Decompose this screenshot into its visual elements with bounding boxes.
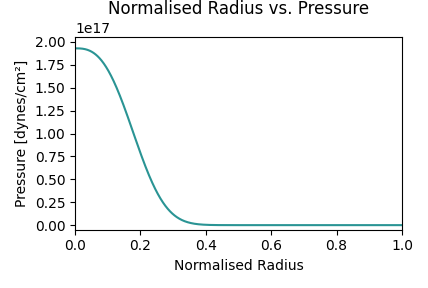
Title: Normalised Radius vs. Pressure: Normalised Radius vs. Pressure — [108, 0, 369, 18]
X-axis label: Normalised Radius: Normalised Radius — [174, 259, 303, 273]
Y-axis label: Pressure [dynes/cm²]: Pressure [dynes/cm²] — [15, 60, 29, 207]
